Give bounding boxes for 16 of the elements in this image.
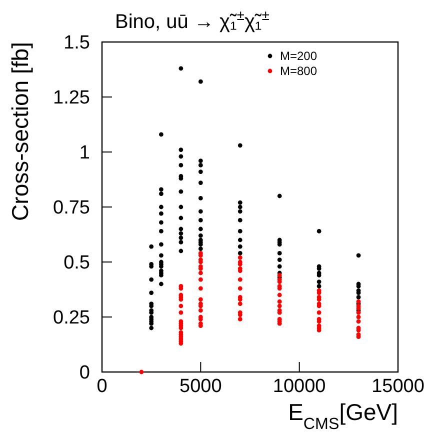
- x-tick-label: 0: [96, 376, 108, 397]
- x-tick-label: 15000: [372, 376, 424, 397]
- y-tick-label: 0.75: [53, 198, 90, 219]
- x-axis-title: E$_{CMS}$[GeV]: [288, 399, 398, 433]
- y-tick-label: 0: [79, 362, 90, 384]
- y-tick-label: 1: [79, 142, 90, 164]
- x-tick-label: 5000: [180, 376, 222, 397]
- legend-label: M=200: [280, 49, 318, 64]
- y-tick-label: 1.25: [53, 88, 90, 109]
- y-axis-title: Cross-section [fb]: [7, 42, 33, 221]
- y-tick-label: 1.5: [64, 32, 90, 54]
- y-tick-label: 0.5: [64, 252, 90, 274]
- chart-title: Bino, uū → χ̃₁$^{±}$χ̃₁$^{±}$: [115, 7, 270, 33]
- x-tick-label: 10000: [272, 376, 326, 397]
- y-tick-label: 0.25: [53, 308, 90, 329]
- legend-label: M=800: [280, 64, 318, 78]
